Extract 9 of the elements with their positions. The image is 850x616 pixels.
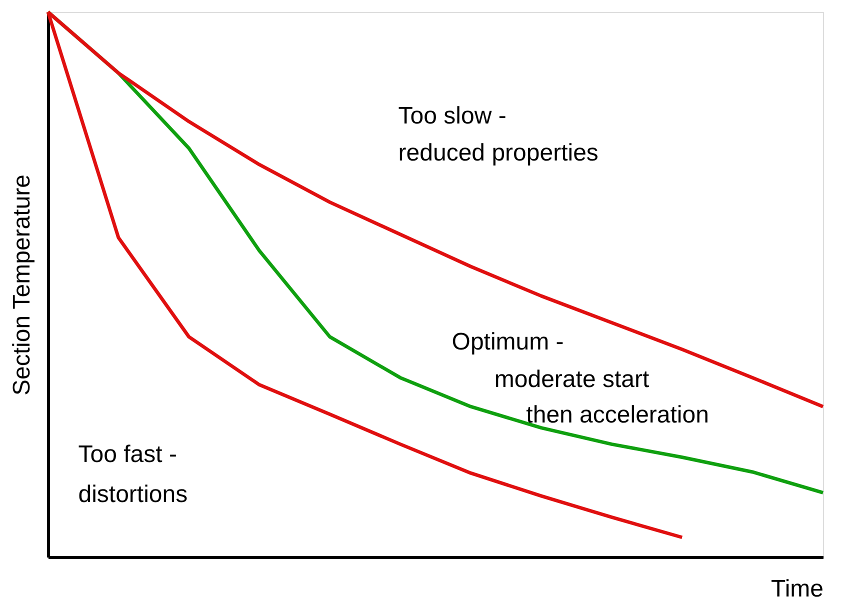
annotation: Too fast - (78, 441, 177, 468)
annotation: Optimum - (452, 328, 564, 356)
annotation: Too slow - (398, 102, 506, 130)
y-axis-title: Section Temperature (8, 174, 36, 396)
annotation: reduced properties (398, 140, 598, 167)
annotation: then acceleration (526, 401, 709, 428)
annotation: distortions (78, 480, 188, 508)
x-axis-title: Time (771, 576, 824, 602)
annotation: moderate start (494, 366, 650, 393)
